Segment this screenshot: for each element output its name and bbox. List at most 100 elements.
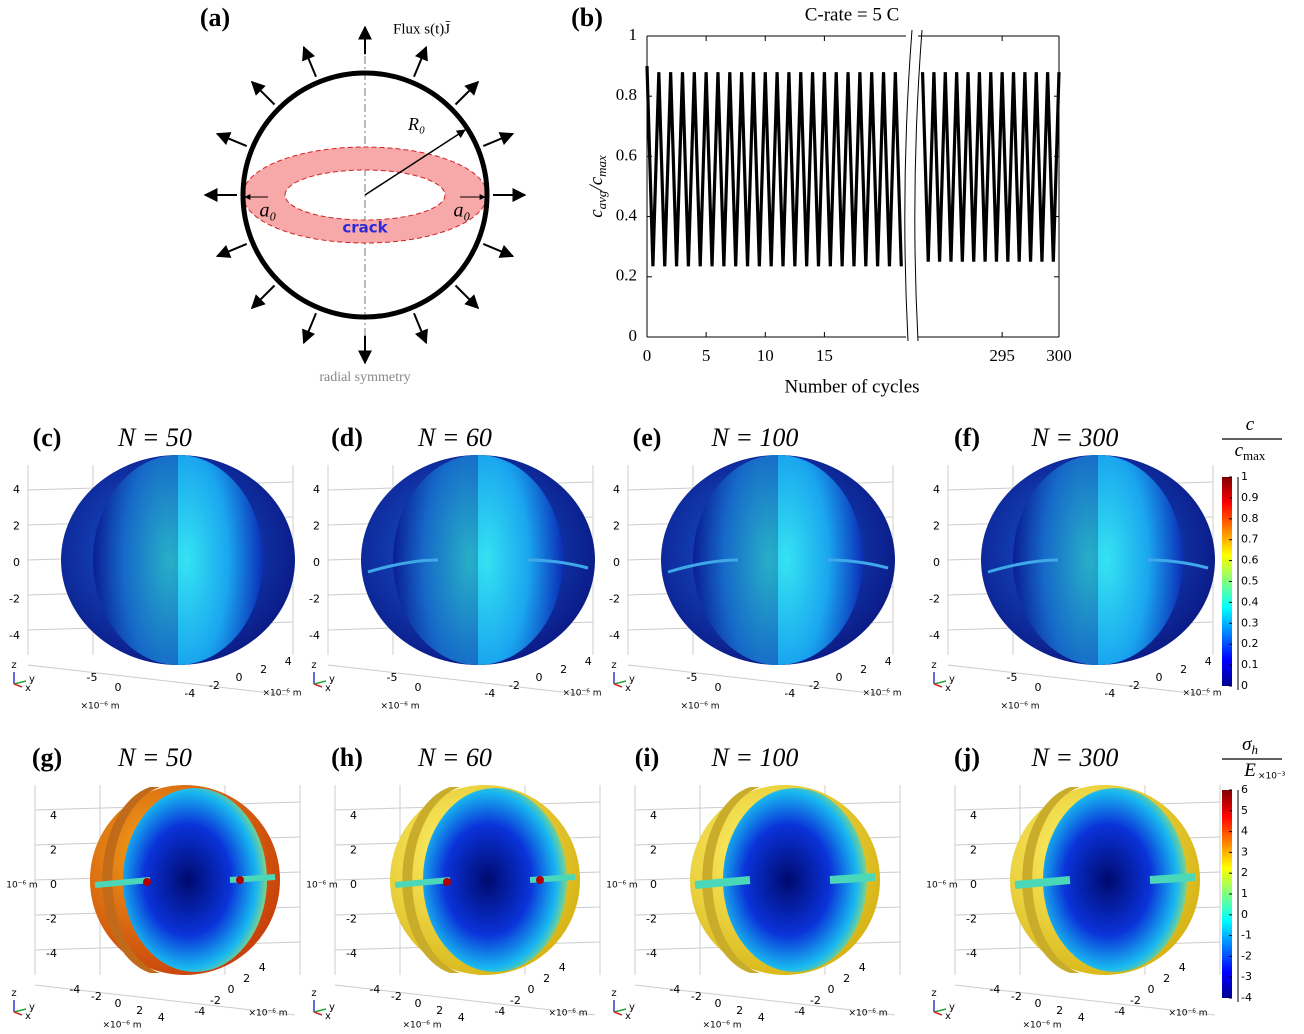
colorbar-title-part: σ — [1242, 734, 1252, 755]
cut-shade — [1022, 787, 1080, 973]
cut-plane — [1043, 788, 1187, 972]
x-tick-label: 10 — [757, 346, 774, 365]
y-tick-label: 0 — [836, 671, 843, 684]
y-tick-label: 0.2 — [616, 266, 637, 285]
grid-3d — [327, 664, 589, 696]
z-tick-label: -4 — [646, 947, 657, 960]
y-tick-label: 4 — [1179, 961, 1186, 974]
x-tick-label: 0 — [115, 997, 122, 1010]
panel-title: N = 50 — [117, 423, 192, 452]
colorbar-title-numerator: c — [1246, 414, 1255, 435]
y-axis-label-part: avg — [594, 190, 609, 209]
sphere-panel: (d) N = 60 4 2 0 -2 -4 -5 0 4 2 0 -2 -4 ×10⁻⁶ m ×10⁻⁶ m… — [309, 423, 601, 712]
panel-label: (d) — [331, 423, 363, 452]
crack — [1014, 873, 1196, 889]
y-tick-label: 0 — [236, 671, 243, 684]
colorbar-title-denominator: cmax — [1235, 440, 1266, 463]
x-tick-label: -2 — [91, 990, 102, 1003]
x-tick-label: 2 — [136, 1004, 143, 1017]
axis-break — [904, 29, 913, 342]
y-tick-label: -4 — [1114, 1005, 1125, 1018]
panel-label: (a) — [200, 3, 230, 32]
panel-title: N = 300 — [1031, 423, 1119, 452]
y-tick-label: 2 — [860, 663, 867, 676]
particle-outline — [240, 70, 490, 320]
x-tick-label: 295 — [989, 346, 1015, 365]
x-tick-label: 2 — [736, 1004, 743, 1017]
flux-arrow — [454, 284, 480, 310]
flux-arrow — [302, 312, 317, 345]
x-tick-label: 0 — [115, 681, 122, 694]
flux-arrow — [482, 132, 515, 147]
triad-axis — [313, 683, 323, 688]
z-tick-label: 0 — [933, 556, 940, 569]
x-tick-label: -2 — [1011, 990, 1022, 1003]
y-tick-label: 0 — [528, 983, 535, 996]
z-tick-label: -2 — [46, 912, 57, 925]
sphere-panel: (c) N = 50 4 2 0 -2 -4 -5 0 4 2 0 -2 -4 ×10⁻⁶ m ×10⁻⁶ m… — [9, 423, 301, 712]
grid-3d — [27, 664, 289, 696]
y-tick-label: -2 — [510, 994, 521, 1007]
y-tick-label: -4 — [794, 1005, 805, 1018]
triad-label: x — [325, 683, 331, 694]
data-line — [920, 72, 1061, 262]
z-tick-label: 2 — [350, 844, 357, 857]
crack — [987, 558, 1209, 574]
z-tick-label: 0 — [970, 878, 977, 891]
colorbar-bar — [1222, 477, 1232, 686]
z-tick-label: -2 — [929, 593, 940, 606]
colorbar-tick-label: 1 — [1241, 887, 1248, 900]
z-tick-label: 0 — [650, 878, 657, 891]
colorbar-tick-label: 1 — [1241, 470, 1248, 483]
triad-axis — [613, 683, 623, 688]
y-tick-label: 0 — [828, 983, 835, 996]
grid-3d — [627, 664, 889, 696]
x-tick-label: 4 — [1078, 1011, 1085, 1024]
x-tick-label: 0 — [415, 681, 422, 694]
cut-shade — [402, 787, 460, 973]
z-tick-label: 0 — [13, 556, 20, 569]
panel-title: N = 60 — [417, 423, 492, 452]
z-tick-label: 0 — [50, 878, 57, 891]
colorbar-tick-label: 0.2 — [1241, 637, 1259, 650]
triad-axis — [13, 1008, 27, 1013]
crack — [667, 558, 889, 574]
panel-b: (b) C-rate = 5 C00.20.40.60.810 5 10 15 295 30… — [571, 3, 1072, 397]
y-unit: ×10⁻⁶ m — [249, 1009, 288, 1019]
colorbar-tick-label: 5 — [1241, 804, 1248, 817]
y-tick-label: -2 — [810, 994, 821, 1007]
panel-a: (a) Flux s(t)J̄ R₀ a₀ a₀ crack radial sy… — [200, 3, 527, 385]
colorbar-tick-label: 0.6 — [1241, 554, 1259, 567]
z-tick-label: 2 — [13, 519, 20, 532]
z-tick-label: 4 — [970, 809, 977, 822]
triad-label: y — [29, 1002, 35, 1013]
colorbar-exponent: ×10⁻³ — [1258, 772, 1286, 782]
triad-label: y — [629, 1002, 635, 1013]
triad-label: x — [945, 683, 951, 694]
y-tick-label: -2 — [1130, 994, 1141, 1007]
panel-title: N = 100 — [711, 423, 799, 452]
y-tick-label: -4 — [184, 687, 195, 700]
cut-shade — [102, 787, 160, 973]
cut-plane-right — [178, 455, 263, 665]
grid-3d — [34, 984, 296, 1016]
x-unit: ×10⁻⁶ m — [703, 1021, 742, 1031]
x-tick-label: 2 — [1056, 1004, 1063, 1017]
y-axis-label-part: max — [594, 155, 609, 177]
y-tick-label: 0 — [536, 671, 543, 684]
colorbar-tick-label: 3 — [1241, 845, 1248, 858]
y-unit: ×10⁻⁶ m — [549, 1009, 588, 1019]
flux-arrow — [454, 80, 480, 106]
flux-arrow — [250, 284, 276, 310]
colorbar-tick-label: 0.9 — [1241, 491, 1259, 504]
y-tick-label: 0.4 — [616, 206, 638, 225]
z-unit: 10⁻⁶ m — [306, 881, 337, 891]
z-tick-label: -4 — [309, 629, 320, 642]
z-tick-label: -2 — [309, 593, 320, 606]
z-tick-label: -4 — [929, 629, 940, 642]
x-tick-label: 2 — [436, 1004, 443, 1017]
